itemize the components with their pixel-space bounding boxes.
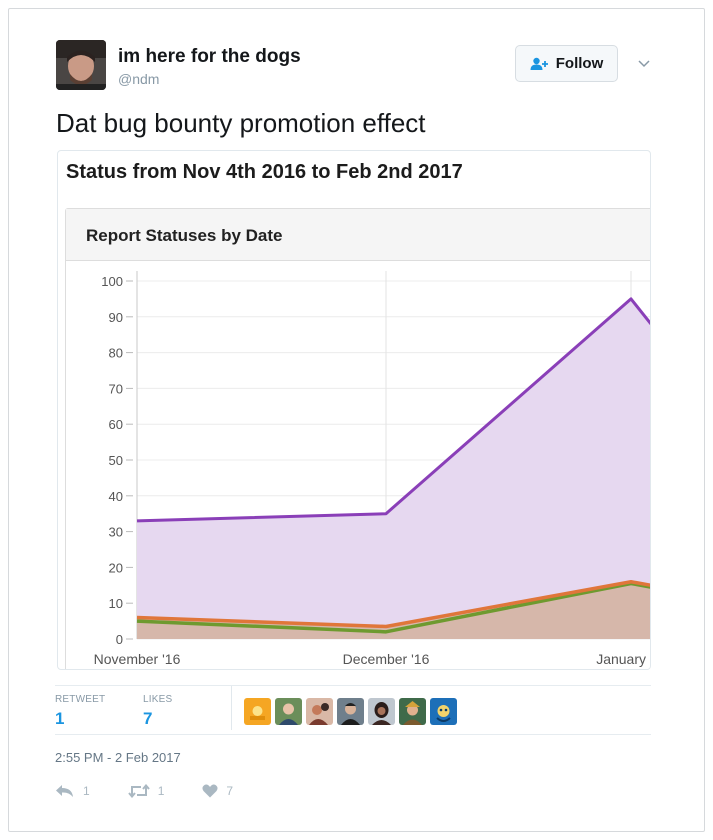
- reply-icon: [55, 784, 75, 798]
- media-card[interactable]: Status from Nov 4th 2016 to Feb 2nd 2017…: [57, 150, 651, 670]
- card-title: Status from Nov 4th 2016 to Feb 2nd 2017: [66, 161, 463, 183]
- x-tick-label: November '16: [94, 651, 181, 667]
- retweet-stat[interactable]: RETWEET 1: [55, 694, 105, 729]
- x-tick-label: December '16: [343, 651, 430, 667]
- like-button[interactable]: 7: [202, 784, 233, 798]
- chevron-down-icon[interactable]: [637, 56, 651, 70]
- y-tick-label: 50: [109, 453, 123, 468]
- tweet-timestamp[interactable]: 2:55 PM - 2 Feb 2017: [55, 750, 181, 765]
- divider: [55, 734, 651, 735]
- y-tick-label: 80: [109, 346, 123, 361]
- retweet-stat-value: 1: [55, 709, 65, 728]
- retweet-icon: [127, 784, 150, 798]
- y-tick-label: 40: [109, 489, 123, 504]
- x-tick-label: January: [596, 651, 646, 667]
- area-chart: 0 10 20 30 40 50 60 70 80 90 100 November '16 Decemb…: [94, 271, 650, 667]
- series-area: [137, 581, 650, 639]
- y-tick-label: 100: [101, 274, 123, 289]
- liker-avatar[interactable]: [337, 698, 364, 725]
- liker-avatar[interactable]: [399, 698, 426, 725]
- liker-avatar[interactable]: [368, 698, 395, 725]
- user-handle[interactable]: @ndm: [118, 71, 160, 87]
- y-tick-label: 10: [109, 596, 123, 611]
- follow-label: Follow: [555, 55, 604, 72]
- like-action-count: 7: [226, 784, 234, 798]
- liker-avatar[interactable]: [244, 698, 271, 725]
- retweet-action-count: 1: [157, 784, 165, 798]
- series-line: [136, 579, 650, 629]
- tweet-text: Dat bug bounty promotion effect: [56, 108, 426, 138]
- y-tick-label: 0: [116, 632, 123, 647]
- likes-stat-label: LIKES: [143, 694, 173, 705]
- y-tick-label: 20: [109, 560, 123, 575]
- follow-button[interactable]: Follow: [515, 45, 618, 82]
- series-area: [137, 298, 650, 639]
- liker-avatar[interactable]: [275, 698, 302, 725]
- user-name[interactable]: im here for the dogs: [118, 46, 301, 67]
- reply-button[interactable]: 1: [55, 784, 90, 798]
- stats-divider: [231, 686, 232, 730]
- series-line: [136, 297, 650, 523]
- liker-avatar[interactable]: [430, 698, 457, 725]
- divider: [55, 685, 651, 686]
- retweet-button[interactable]: 1: [127, 784, 165, 798]
- y-tick-label: 60: [109, 417, 123, 432]
- panel-header: Report Statuses by Date: [66, 209, 650, 261]
- y-tick-label: 90: [109, 310, 123, 325]
- tweet-actions: 1 1 7: [55, 784, 271, 798]
- y-tick-label: 70: [109, 381, 123, 396]
- reply-count: 1: [83, 784, 90, 798]
- panel-title: Report Statuses by Date: [86, 226, 283, 245]
- person-plus-icon: [530, 57, 550, 71]
- heart-icon: [202, 784, 218, 798]
- likes-stat[interactable]: LIKES 7: [143, 694, 172, 729]
- avatar[interactable]: [56, 40, 106, 90]
- retweet-stat-label: RETWEET: [55, 694, 106, 705]
- likes-stat-value: 7: [143, 709, 153, 728]
- y-tick-label: 30: [109, 525, 123, 540]
- series-line: [136, 581, 650, 634]
- liker-avatar[interactable]: [306, 698, 333, 725]
- liker-avatars: [244, 698, 457, 725]
